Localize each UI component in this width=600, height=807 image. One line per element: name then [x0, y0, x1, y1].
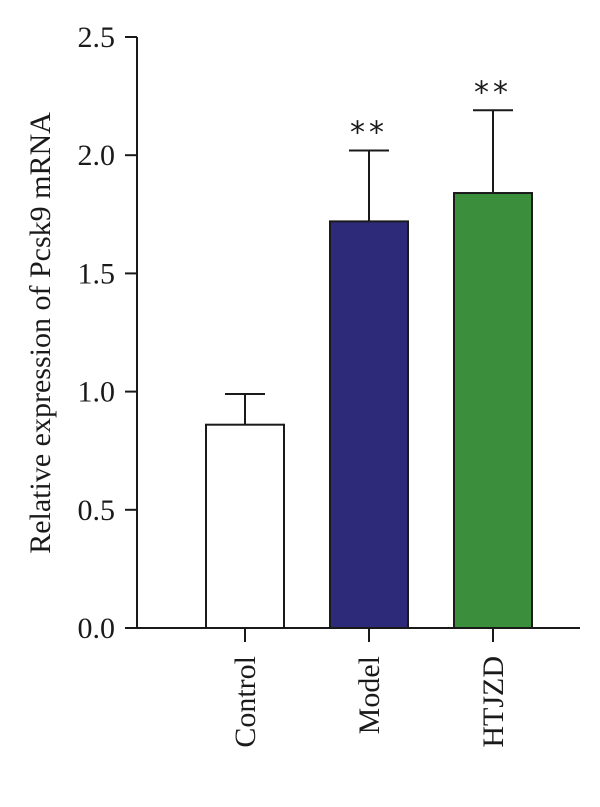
y-tick-label: 1.0	[78, 376, 116, 409]
significance-marker: **	[350, 115, 388, 150]
y-tick-label: 0.5	[78, 494, 116, 527]
bar-htjzd	[453, 192, 533, 630]
bar-group-control	[205, 392, 285, 630]
y-tick-label: 2.5	[78, 21, 116, 54]
y-tick-label: 1.5	[78, 257, 116, 290]
bars: ** **	[205, 75, 533, 630]
bar-control	[205, 423, 285, 630]
bar-group-model: **	[329, 115, 409, 629]
x-axis: Control Model HTJZD	[137, 627, 580, 748]
x-tick-label-control: Control	[229, 656, 262, 748]
x-tick-label-model: Model	[353, 656, 386, 734]
significance-marker: **	[474, 75, 512, 110]
bar-model	[329, 220, 409, 629]
y-tick-label: 2.0	[78, 139, 116, 172]
y-axis: 0.0 0.5 1.0 1.5 2.0 2.5	[78, 21, 138, 645]
x-tick-label-htjzd: HTJZD	[477, 656, 510, 748]
y-tick-label: 0.0	[78, 612, 116, 645]
y-axis-label: Relative expression of Pcsk9 mRNA	[24, 112, 57, 554]
bar-group-htjzd: **	[453, 75, 533, 630]
